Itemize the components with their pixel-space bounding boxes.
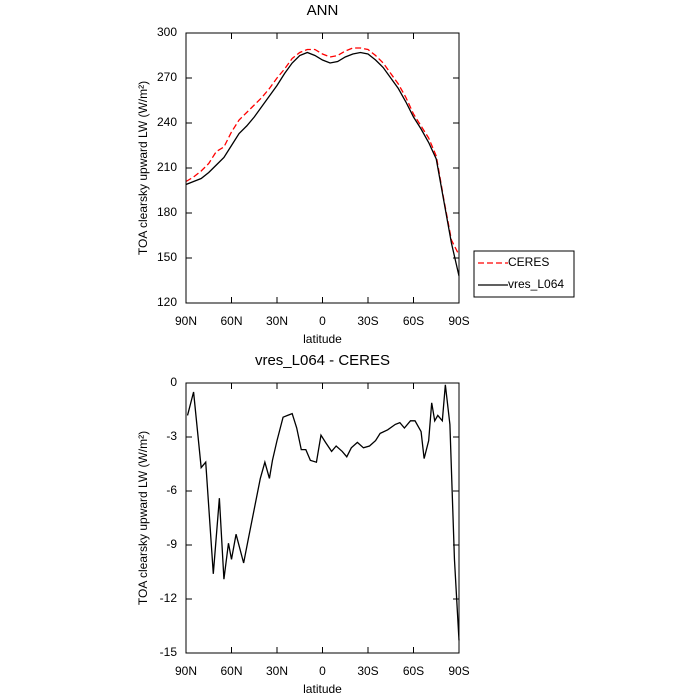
- y-tick-label: -6: [166, 483, 177, 497]
- x-tick-label: 30N: [266, 314, 288, 328]
- x-tick-label: 90N: [175, 664, 197, 678]
- y-tick-label: -12: [160, 591, 178, 605]
- y-tick-label: 180: [157, 205, 177, 219]
- x-tick-label: 30S: [357, 664, 378, 678]
- y-tick-label: -3: [166, 429, 177, 443]
- y-tick-label: 150: [157, 250, 177, 264]
- x-tick-label: 90S: [448, 664, 469, 678]
- x-tick-label: 30N: [266, 664, 288, 678]
- x-tick-label: 0: [319, 664, 326, 678]
- x-tick-label: 60S: [403, 314, 424, 328]
- chart-title: ANN: [307, 2, 339, 19]
- y-tick-label: -9: [166, 537, 177, 551]
- x-tick-label: 60N: [220, 664, 242, 678]
- y-axis-label: TOA clearsky upward LW (W/m²): [136, 431, 150, 605]
- y-tick-label: -15: [160, 645, 178, 659]
- data-line: [186, 384, 460, 641]
- x-tick-label: 90S: [448, 314, 469, 328]
- y-axis-label: TOA clearsky upward LW (W/m²): [136, 81, 150, 255]
- data-line: [185, 51, 460, 277]
- plot-frame: [185, 32, 460, 304]
- x-tick-label: 60N: [220, 314, 242, 328]
- y-tick-label: 0: [170, 375, 177, 389]
- data-line: [185, 47, 460, 256]
- chart-title: vres_L064 - CERES: [255, 352, 390, 369]
- x-tick-label: 0: [319, 314, 326, 328]
- legend-label: CERES: [508, 255, 549, 269]
- legend-box: [473, 250, 575, 298]
- y-tick-label: 270: [157, 70, 177, 84]
- x-axis-label: latitude: [303, 682, 342, 696]
- y-tick-label: 210: [157, 160, 177, 174]
- x-tick-label: 90N: [175, 314, 197, 328]
- x-axis-label: latitude: [303, 332, 342, 346]
- x-tick-label: 60S: [403, 664, 424, 678]
- y-tick-label: 120: [157, 295, 177, 309]
- y-tick-label: 300: [157, 25, 177, 39]
- legend-label: vres_L064: [508, 277, 564, 291]
- plot-frame: [185, 382, 460, 654]
- y-tick-label: 240: [157, 115, 177, 129]
- x-tick-label: 30S: [357, 314, 378, 328]
